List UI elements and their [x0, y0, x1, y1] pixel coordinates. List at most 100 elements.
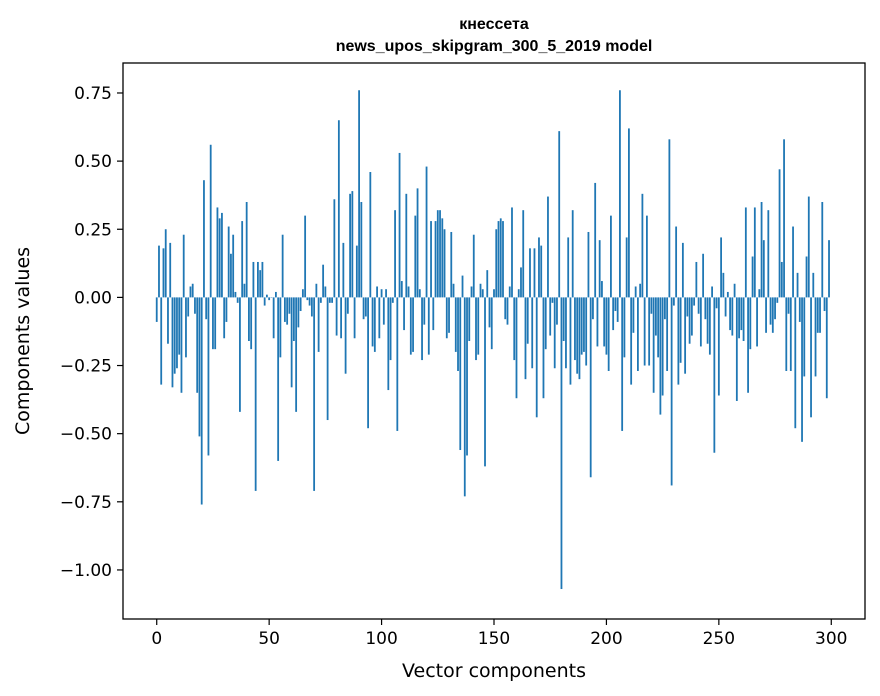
y-tick-label: −1.00	[60, 561, 112, 581]
bar-138	[466, 297, 468, 456]
bar-168	[533, 248, 536, 298]
bar-112	[407, 286, 410, 298]
bar-142	[475, 297, 477, 361]
bar-284	[794, 297, 797, 429]
bar-63	[297, 297, 300, 328]
bar-84	[344, 297, 347, 374]
bar-108	[398, 152, 401, 298]
bar-242	[699, 297, 702, 347]
bar-285	[796, 272, 799, 298]
bar-275	[774, 297, 776, 320]
bar-43	[252, 261, 255, 298]
bar-86	[349, 193, 351, 298]
bar-22	[205, 297, 208, 320]
x-tick-label: 50	[258, 629, 280, 649]
bar-54	[277, 297, 280, 461]
bar-272	[767, 210, 770, 298]
bar-126	[439, 210, 441, 298]
bar-27	[216, 207, 219, 298]
bar-236	[686, 297, 689, 317]
bar-257	[733, 283, 736, 298]
y-tick-label: −0.50	[60, 425, 112, 445]
bar-45	[257, 261, 259, 298]
bar-120	[425, 166, 428, 298]
bar-279	[783, 139, 785, 298]
bar-66	[304, 215, 307, 298]
bar-176	[551, 297, 554, 303]
bar-111	[405, 193, 408, 298]
bar-110	[403, 297, 405, 331]
bar-64	[299, 297, 302, 312]
bar-125	[436, 210, 439, 298]
bar-106	[394, 210, 396, 298]
bar-91	[360, 202, 363, 298]
bar-36	[236, 297, 239, 303]
bar-92	[362, 297, 365, 320]
bar-240	[695, 261, 698, 298]
bar-246	[708, 297, 711, 355]
chart-title-line1: кнессета	[459, 16, 529, 33]
bar-124	[434, 221, 437, 298]
bar-69	[310, 297, 313, 317]
bar-42	[250, 297, 253, 350]
bar-146	[484, 297, 486, 467]
bar-0	[155, 297, 158, 322]
bar-224	[659, 297, 662, 415]
bar-196	[596, 297, 599, 347]
bar-255	[729, 297, 731, 331]
bar-28	[218, 218, 221, 298]
bar-173	[544, 297, 547, 350]
bar-197	[598, 240, 601, 298]
bar-14	[187, 297, 190, 317]
bar-26	[214, 297, 217, 350]
bar-67	[306, 297, 309, 301]
bar-180	[560, 297, 563, 590]
bar-129	[445, 297, 448, 339]
bar-203	[612, 297, 615, 331]
bar-184	[569, 297, 572, 385]
bar-290	[807, 196, 810, 298]
bar-47	[261, 261, 264, 298]
bar-56	[281, 234, 284, 298]
bar-263	[747, 297, 749, 393]
bar-37	[239, 297, 241, 412]
bar-212	[632, 297, 635, 333]
bar-94	[367, 297, 369, 429]
bar-49	[266, 294, 268, 298]
bar-174	[547, 196, 549, 298]
bar-201	[607, 297, 610, 371]
y-tick-label: −0.25	[60, 357, 112, 377]
bar-130	[448, 297, 450, 333]
bar-122	[430, 221, 432, 298]
bar-222	[654, 297, 657, 336]
bar-105	[391, 297, 394, 303]
bar-294	[816, 297, 819, 333]
bar-50	[268, 297, 271, 301]
bar-206	[619, 90, 621, 298]
y-tick-label: −0.75	[60, 493, 112, 513]
bar-292	[812, 272, 815, 298]
bar-18	[196, 297, 199, 393]
bar-109	[400, 281, 403, 298]
bar-34	[232, 234, 235, 298]
bar-296	[821, 202, 824, 298]
bar-13	[185, 297, 187, 358]
bar-209	[625, 237, 628, 298]
bar-148	[488, 297, 491, 328]
bar-232	[677, 297, 680, 385]
bar-244	[704, 297, 707, 320]
bar-169	[535, 297, 538, 418]
y-axis-label: Components values	[12, 247, 34, 435]
bar-16	[191, 283, 194, 298]
bar-143	[477, 297, 480, 355]
bar-68	[308, 297, 311, 306]
bar-269	[760, 202, 763, 298]
bar-202	[610, 215, 612, 298]
bar-3	[162, 248, 165, 298]
bar-204	[614, 297, 617, 312]
bar-113	[409, 297, 412, 355]
bar-234	[681, 242, 684, 298]
bar-177	[553, 297, 556, 369]
bar-251	[720, 237, 722, 298]
